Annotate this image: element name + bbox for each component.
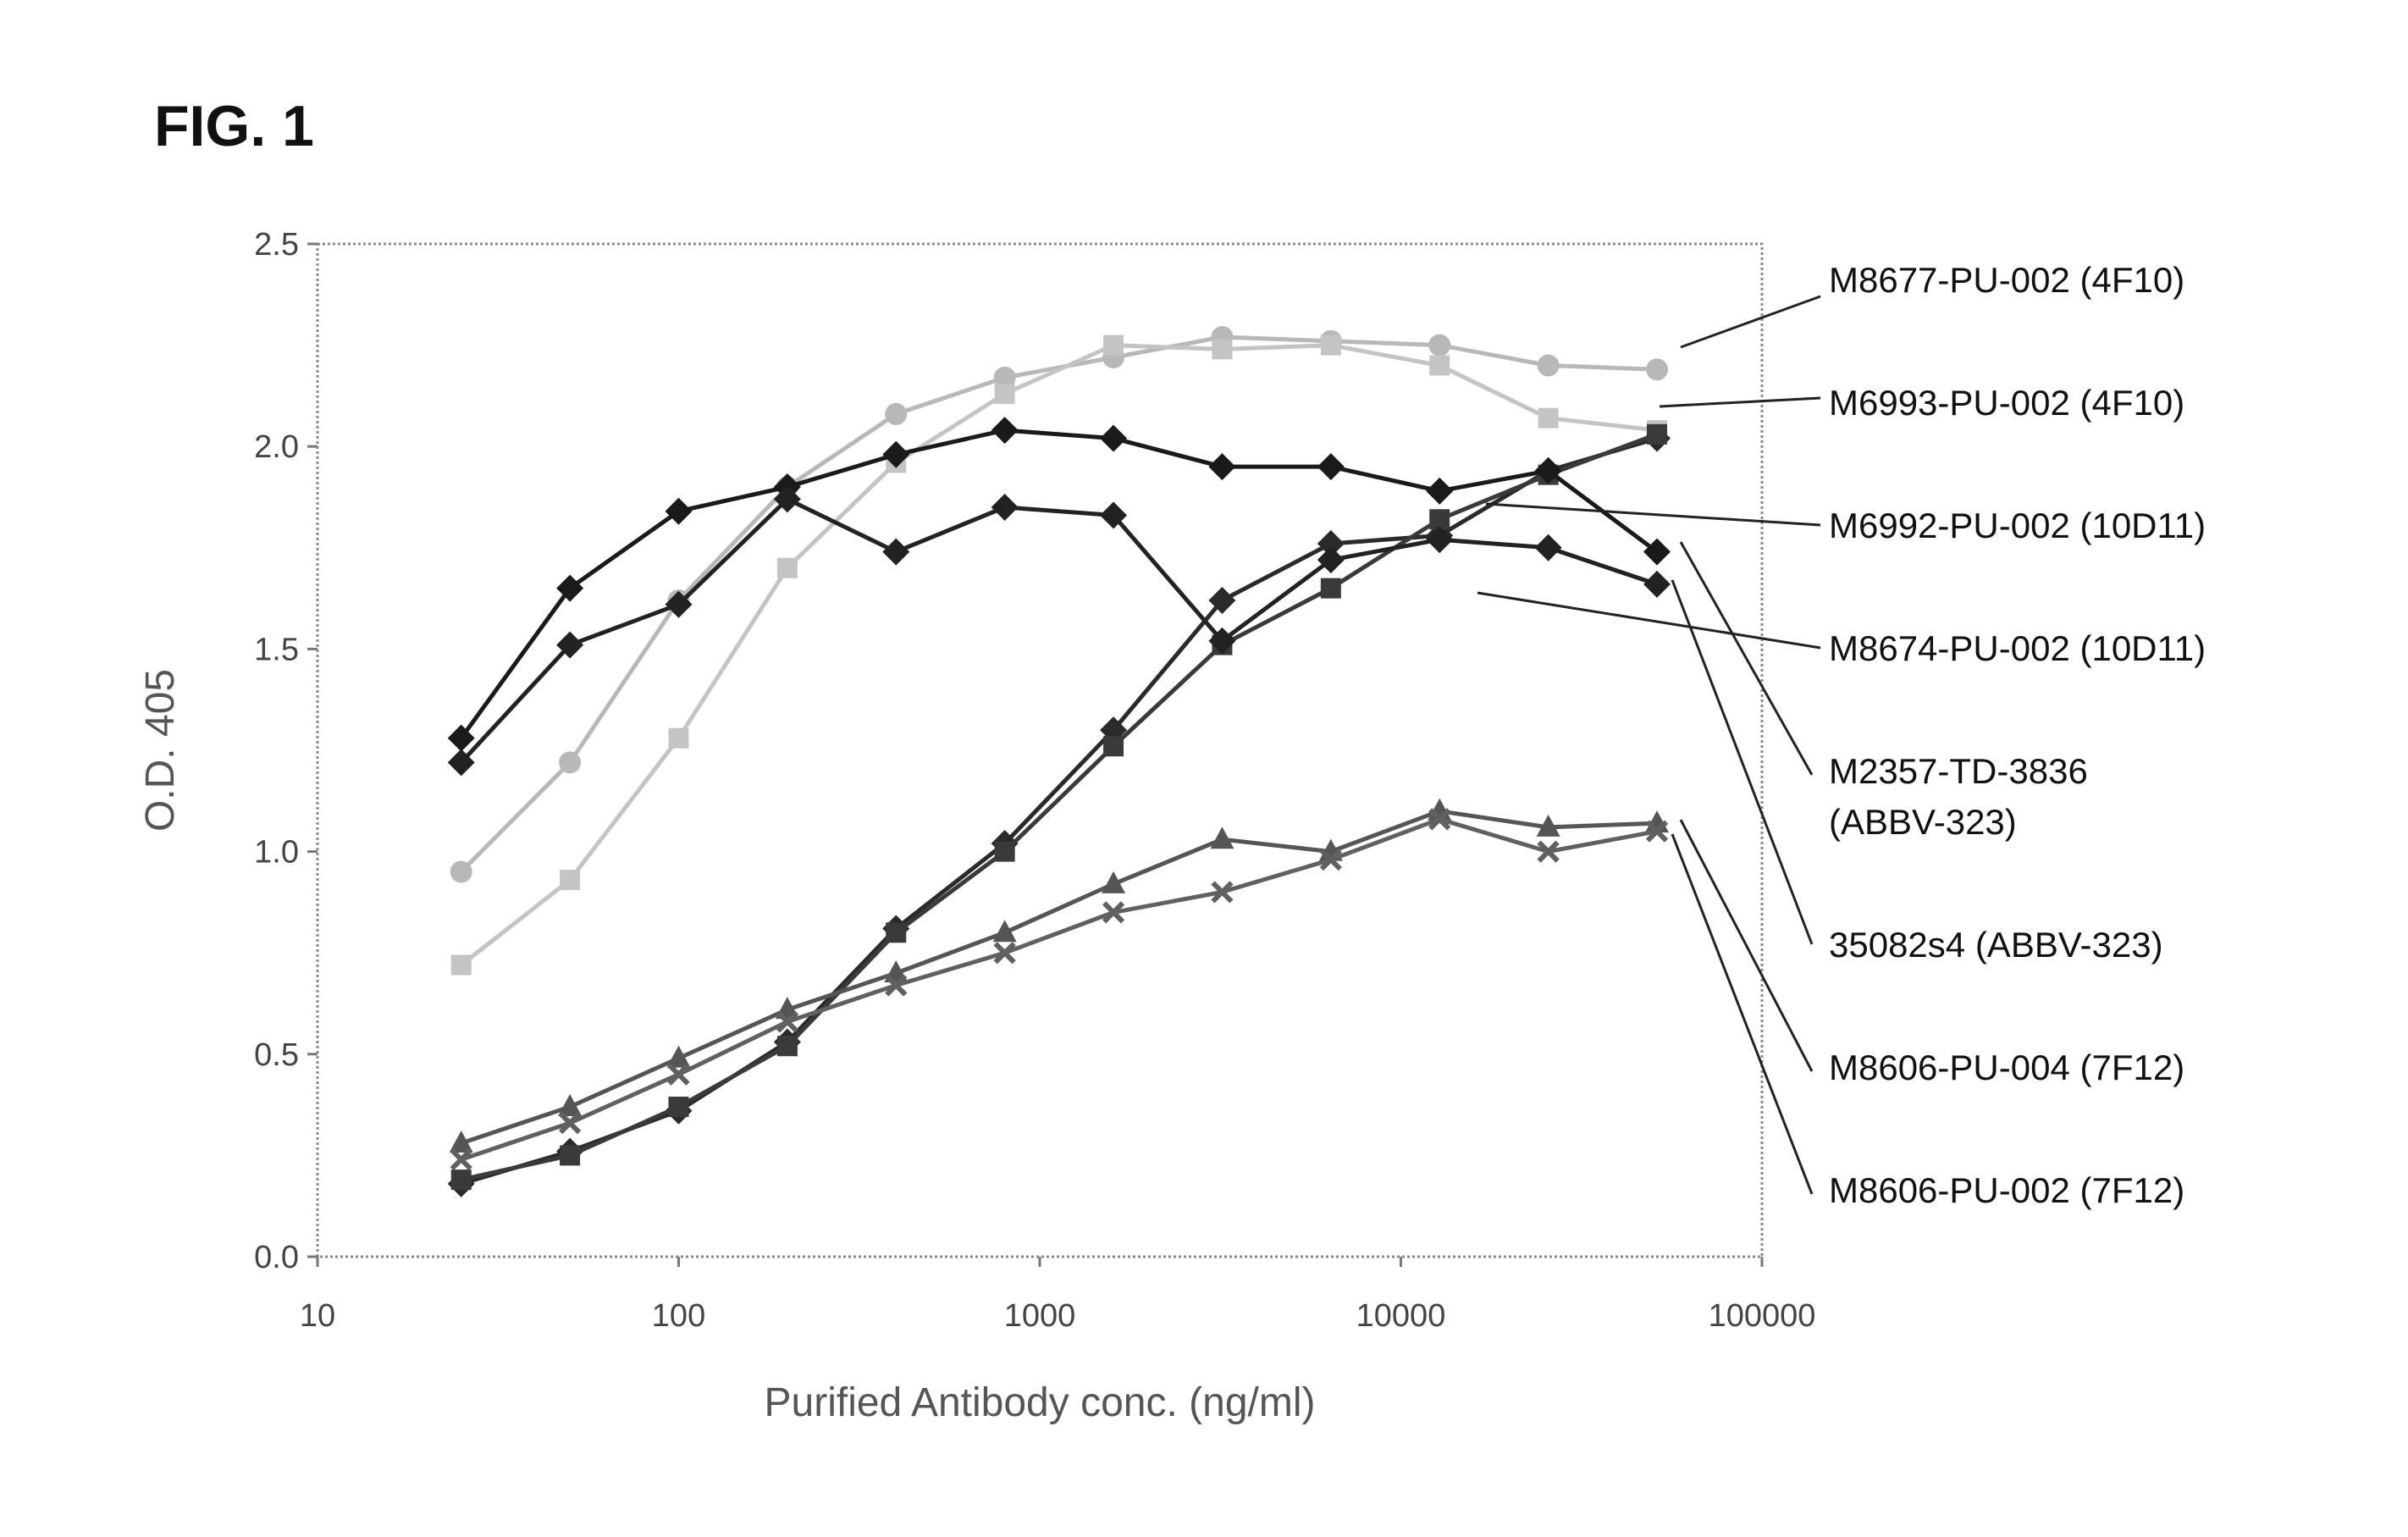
legend-label: M8674-PU-002 (10D11)	[1829, 628, 2206, 668]
series-7	[450, 799, 1669, 1153]
data-point	[560, 870, 580, 890]
y-tick-label: 2.5	[254, 227, 299, 263]
data-point	[559, 751, 581, 773]
data-point	[666, 498, 693, 525]
data-point	[1321, 335, 1341, 356]
data-point	[670, 1065, 688, 1084]
legend-label: M6993-PU-002 (4F10)	[1829, 383, 2184, 423]
x-tick-label: 100	[652, 1298, 705, 1334]
x-axis: 10 100 1000 10000 100000	[300, 1257, 1816, 1334]
data-point	[1647, 424, 1667, 445]
legend-leader-line	[1477, 593, 1820, 648]
data-point	[995, 842, 1015, 862]
legend-label: (ABBV-323)	[1829, 802, 2017, 842]
legend-label: M6992-PU-002 (10D11)	[1829, 506, 2206, 545]
data-point	[1426, 478, 1453, 505]
data-point	[1210, 827, 1234, 849]
x-tick-label: 10	[300, 1298, 335, 1334]
y-tick-label: 0.0	[254, 1240, 299, 1275]
series-6	[448, 485, 1671, 776]
series-4	[451, 424, 1667, 1190]
y-axis: 0.0 0.5 1.0 1.5 2.0 2.5	[254, 227, 318, 1275]
x-tick-label: 100000	[1709, 1298, 1816, 1334]
series-line	[461, 337, 1657, 872]
data-point	[882, 539, 909, 566]
data-point	[1103, 335, 1124, 356]
data-point	[995, 384, 1015, 404]
legend-label: M8677-PU-002 (4F10)	[1829, 260, 2184, 300]
series-8	[452, 810, 1666, 1169]
legend-leader-line	[1681, 820, 1812, 1071]
legend-label: M2357-TD-3836	[1829, 751, 2088, 791]
legend: M8677-PU-002 (4F10) M6993-PU-002 (4F10) M6…	[1477, 260, 2206, 1210]
y-tick-label: 1.0	[254, 835, 299, 871]
data-point	[777, 558, 798, 578]
legend-entry: M8674-PU-002 (10D11)	[1477, 593, 2206, 668]
data-point	[1208, 453, 1235, 480]
legend-label: M8606-PU-002 (7F12)	[1829, 1170, 2184, 1210]
x-axis-title: Purified Antibody conc. (ng/ml)	[765, 1380, 1316, 1425]
series-5	[448, 417, 1671, 752]
x-tick-label: 1000	[1004, 1298, 1076, 1334]
legend-entry: M6992-PU-002 (10D11)	[1486, 504, 2206, 545]
legend-leader-line	[1660, 398, 1820, 406]
series-line	[461, 439, 1657, 1184]
data-point	[1535, 534, 1562, 561]
legend-entry: M8677-PU-002 (4F10)	[1681, 260, 2184, 347]
series-line	[461, 430, 1657, 738]
data-point	[451, 955, 472, 976]
data-point	[885, 403, 907, 425]
legend-entry: M8606-PU-002 (7F12)	[1672, 834, 2184, 1210]
data-point	[1538, 408, 1559, 428]
data-point	[777, 1036, 798, 1056]
plot-area-frame	[318, 244, 1762, 1257]
data-point	[1429, 356, 1450, 376]
data-point	[886, 922, 906, 943]
data-point	[991, 494, 1019, 521]
series-layer	[448, 326, 1671, 1197]
data-point	[991, 417, 1019, 444]
series-line	[461, 434, 1657, 1180]
data-point	[448, 725, 475, 752]
legend-leader-line	[1681, 542, 1812, 775]
data-point	[451, 1169, 472, 1190]
data-point	[1103, 736, 1124, 756]
y-tick-label: 0.5	[254, 1037, 299, 1073]
data-point	[669, 1097, 689, 1117]
data-point	[669, 728, 689, 749]
legend-entry: M6993-PU-002 (4F10)	[1660, 383, 2184, 423]
legend-label: M8606-PU-004 (7F12)	[1829, 1048, 2184, 1087]
legend-entry: M2357-TD-3836 (ABBV-323)	[1681, 542, 2088, 842]
series-2	[451, 335, 1667, 976]
legend-leader-line	[1681, 296, 1820, 347]
data-point	[1428, 334, 1450, 357]
data-point	[1100, 425, 1127, 452]
y-axis-title: O.D. 405	[138, 669, 183, 832]
data-point	[1212, 339, 1232, 359]
data-point	[1321, 578, 1341, 599]
y-tick-label: 2.0	[254, 429, 299, 465]
legend-label: 35082s4 (ABBV-323)	[1829, 925, 2163, 965]
x-tick-label: 10000	[1356, 1298, 1446, 1334]
y-tick-label: 1.5	[254, 632, 299, 667]
line-chart: 10100100010000100000 0.00.51.01.52.02.5 …	[0, 0, 2408, 1537]
data-point	[1643, 571, 1671, 598]
data-point	[450, 861, 472, 883]
data-point	[560, 1145, 580, 1165]
series-line	[461, 819, 1657, 1159]
legend-leader-line	[1486, 504, 1820, 525]
data-point	[1317, 453, 1345, 480]
data-point	[1646, 358, 1668, 380]
data-point	[1538, 355, 1560, 377]
